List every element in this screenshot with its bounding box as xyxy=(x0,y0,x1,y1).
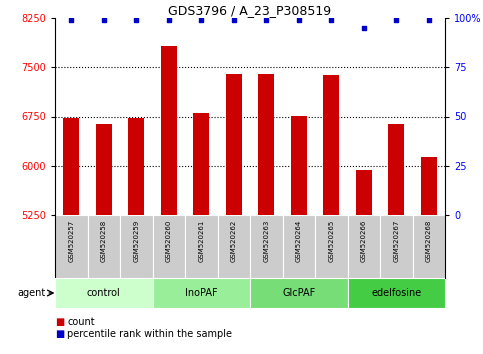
Text: InoPAF: InoPAF xyxy=(185,288,217,298)
Point xyxy=(327,17,335,23)
Text: GSM520258: GSM520258 xyxy=(101,220,107,262)
Bar xyxy=(153,278,250,308)
Text: edelfosine: edelfosine xyxy=(371,288,421,298)
Text: GSM520261: GSM520261 xyxy=(198,220,204,262)
Bar xyxy=(63,119,79,215)
Text: GSM520257: GSM520257 xyxy=(68,220,74,262)
Point xyxy=(100,17,108,23)
Text: GSM520266: GSM520266 xyxy=(361,220,367,262)
Text: GSM520267: GSM520267 xyxy=(393,220,399,262)
Bar xyxy=(421,157,437,215)
Text: control: control xyxy=(87,288,121,298)
Bar xyxy=(315,215,347,278)
Text: GSM520268: GSM520268 xyxy=(426,220,432,262)
Bar xyxy=(347,278,445,308)
Text: agent: agent xyxy=(17,288,45,298)
Bar xyxy=(226,74,242,215)
Text: GSM520265: GSM520265 xyxy=(328,220,334,262)
Bar xyxy=(388,124,404,215)
Bar xyxy=(258,74,274,215)
Bar xyxy=(161,46,177,215)
Point xyxy=(132,17,140,23)
Text: ■: ■ xyxy=(55,317,64,327)
Point xyxy=(392,17,400,23)
Bar xyxy=(412,215,445,278)
Bar xyxy=(250,278,347,308)
Bar xyxy=(347,215,380,278)
Text: GSM520263: GSM520263 xyxy=(263,220,269,262)
Bar xyxy=(87,215,120,278)
Bar xyxy=(323,75,340,215)
Text: GSM520260: GSM520260 xyxy=(166,220,172,262)
Text: count: count xyxy=(67,317,95,327)
Text: ■: ■ xyxy=(55,329,64,339)
Point xyxy=(295,17,303,23)
Title: GDS3796 / A_23_P308519: GDS3796 / A_23_P308519 xyxy=(169,4,331,17)
Point xyxy=(360,25,368,31)
Point xyxy=(425,17,433,23)
Point xyxy=(230,17,238,23)
Bar xyxy=(217,215,250,278)
Bar xyxy=(193,113,209,215)
Bar xyxy=(55,215,87,278)
Bar xyxy=(55,278,153,308)
Bar xyxy=(380,215,412,278)
Point xyxy=(198,17,205,23)
Point xyxy=(262,17,270,23)
Text: GlcPAF: GlcPAF xyxy=(282,288,315,298)
Bar xyxy=(185,215,217,278)
Bar xyxy=(96,124,112,215)
Point xyxy=(165,17,172,23)
Text: GSM520259: GSM520259 xyxy=(133,220,139,262)
Bar xyxy=(283,215,315,278)
Bar xyxy=(250,215,283,278)
Text: GSM520264: GSM520264 xyxy=(296,220,302,262)
Bar xyxy=(120,215,153,278)
Point xyxy=(68,17,75,23)
Bar xyxy=(291,116,307,215)
Bar xyxy=(153,215,185,278)
Bar xyxy=(355,170,372,215)
Text: percentile rank within the sample: percentile rank within the sample xyxy=(67,329,232,339)
Text: GSM520262: GSM520262 xyxy=(231,220,237,262)
Bar xyxy=(128,118,144,215)
